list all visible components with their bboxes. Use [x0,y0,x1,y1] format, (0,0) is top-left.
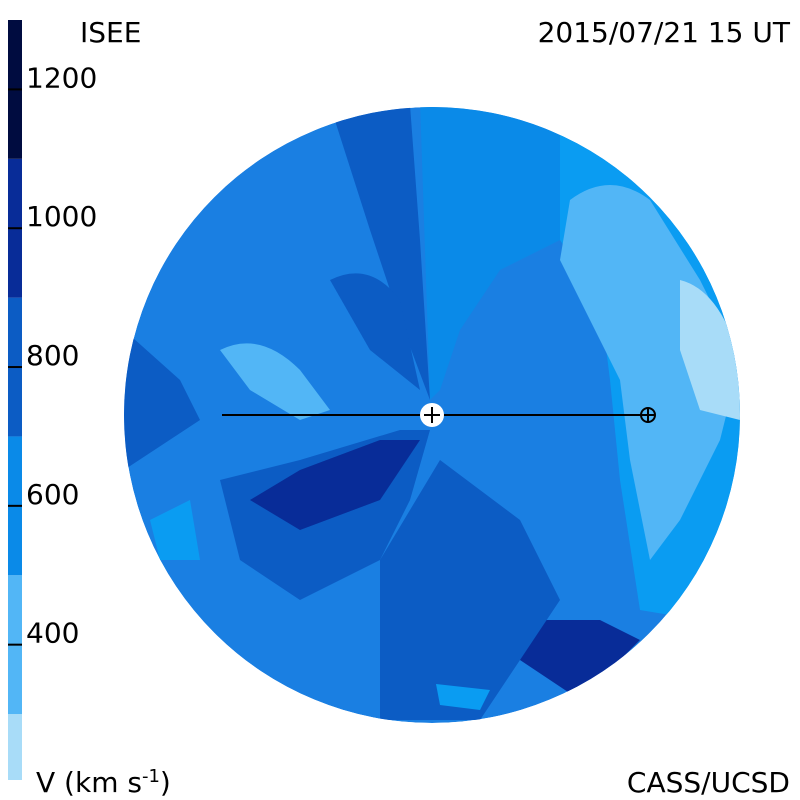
colorbar-tick-label: 800 [26,339,79,372]
credit: CASS/UCSD [627,766,790,799]
sun-cross [424,407,440,423]
colorbar-tick-label: 1000 [26,200,97,233]
label-suffix: ) [160,766,171,799]
label-exponent: -1 [142,766,160,787]
colorbar-tick-label: 600 [26,478,79,511]
colorbar-tick-label: 1200 [26,61,97,94]
colorbar-tick-label: 400 [26,617,79,650]
title: ISEE [80,16,141,49]
label-prefix: V (km s [36,766,142,799]
colorbar-band [8,714,22,780]
colorbar-label: V (km s-1) [36,766,171,799]
timestamp: 2015/07/21 15 UT [538,16,791,49]
earth-cross [641,408,655,422]
